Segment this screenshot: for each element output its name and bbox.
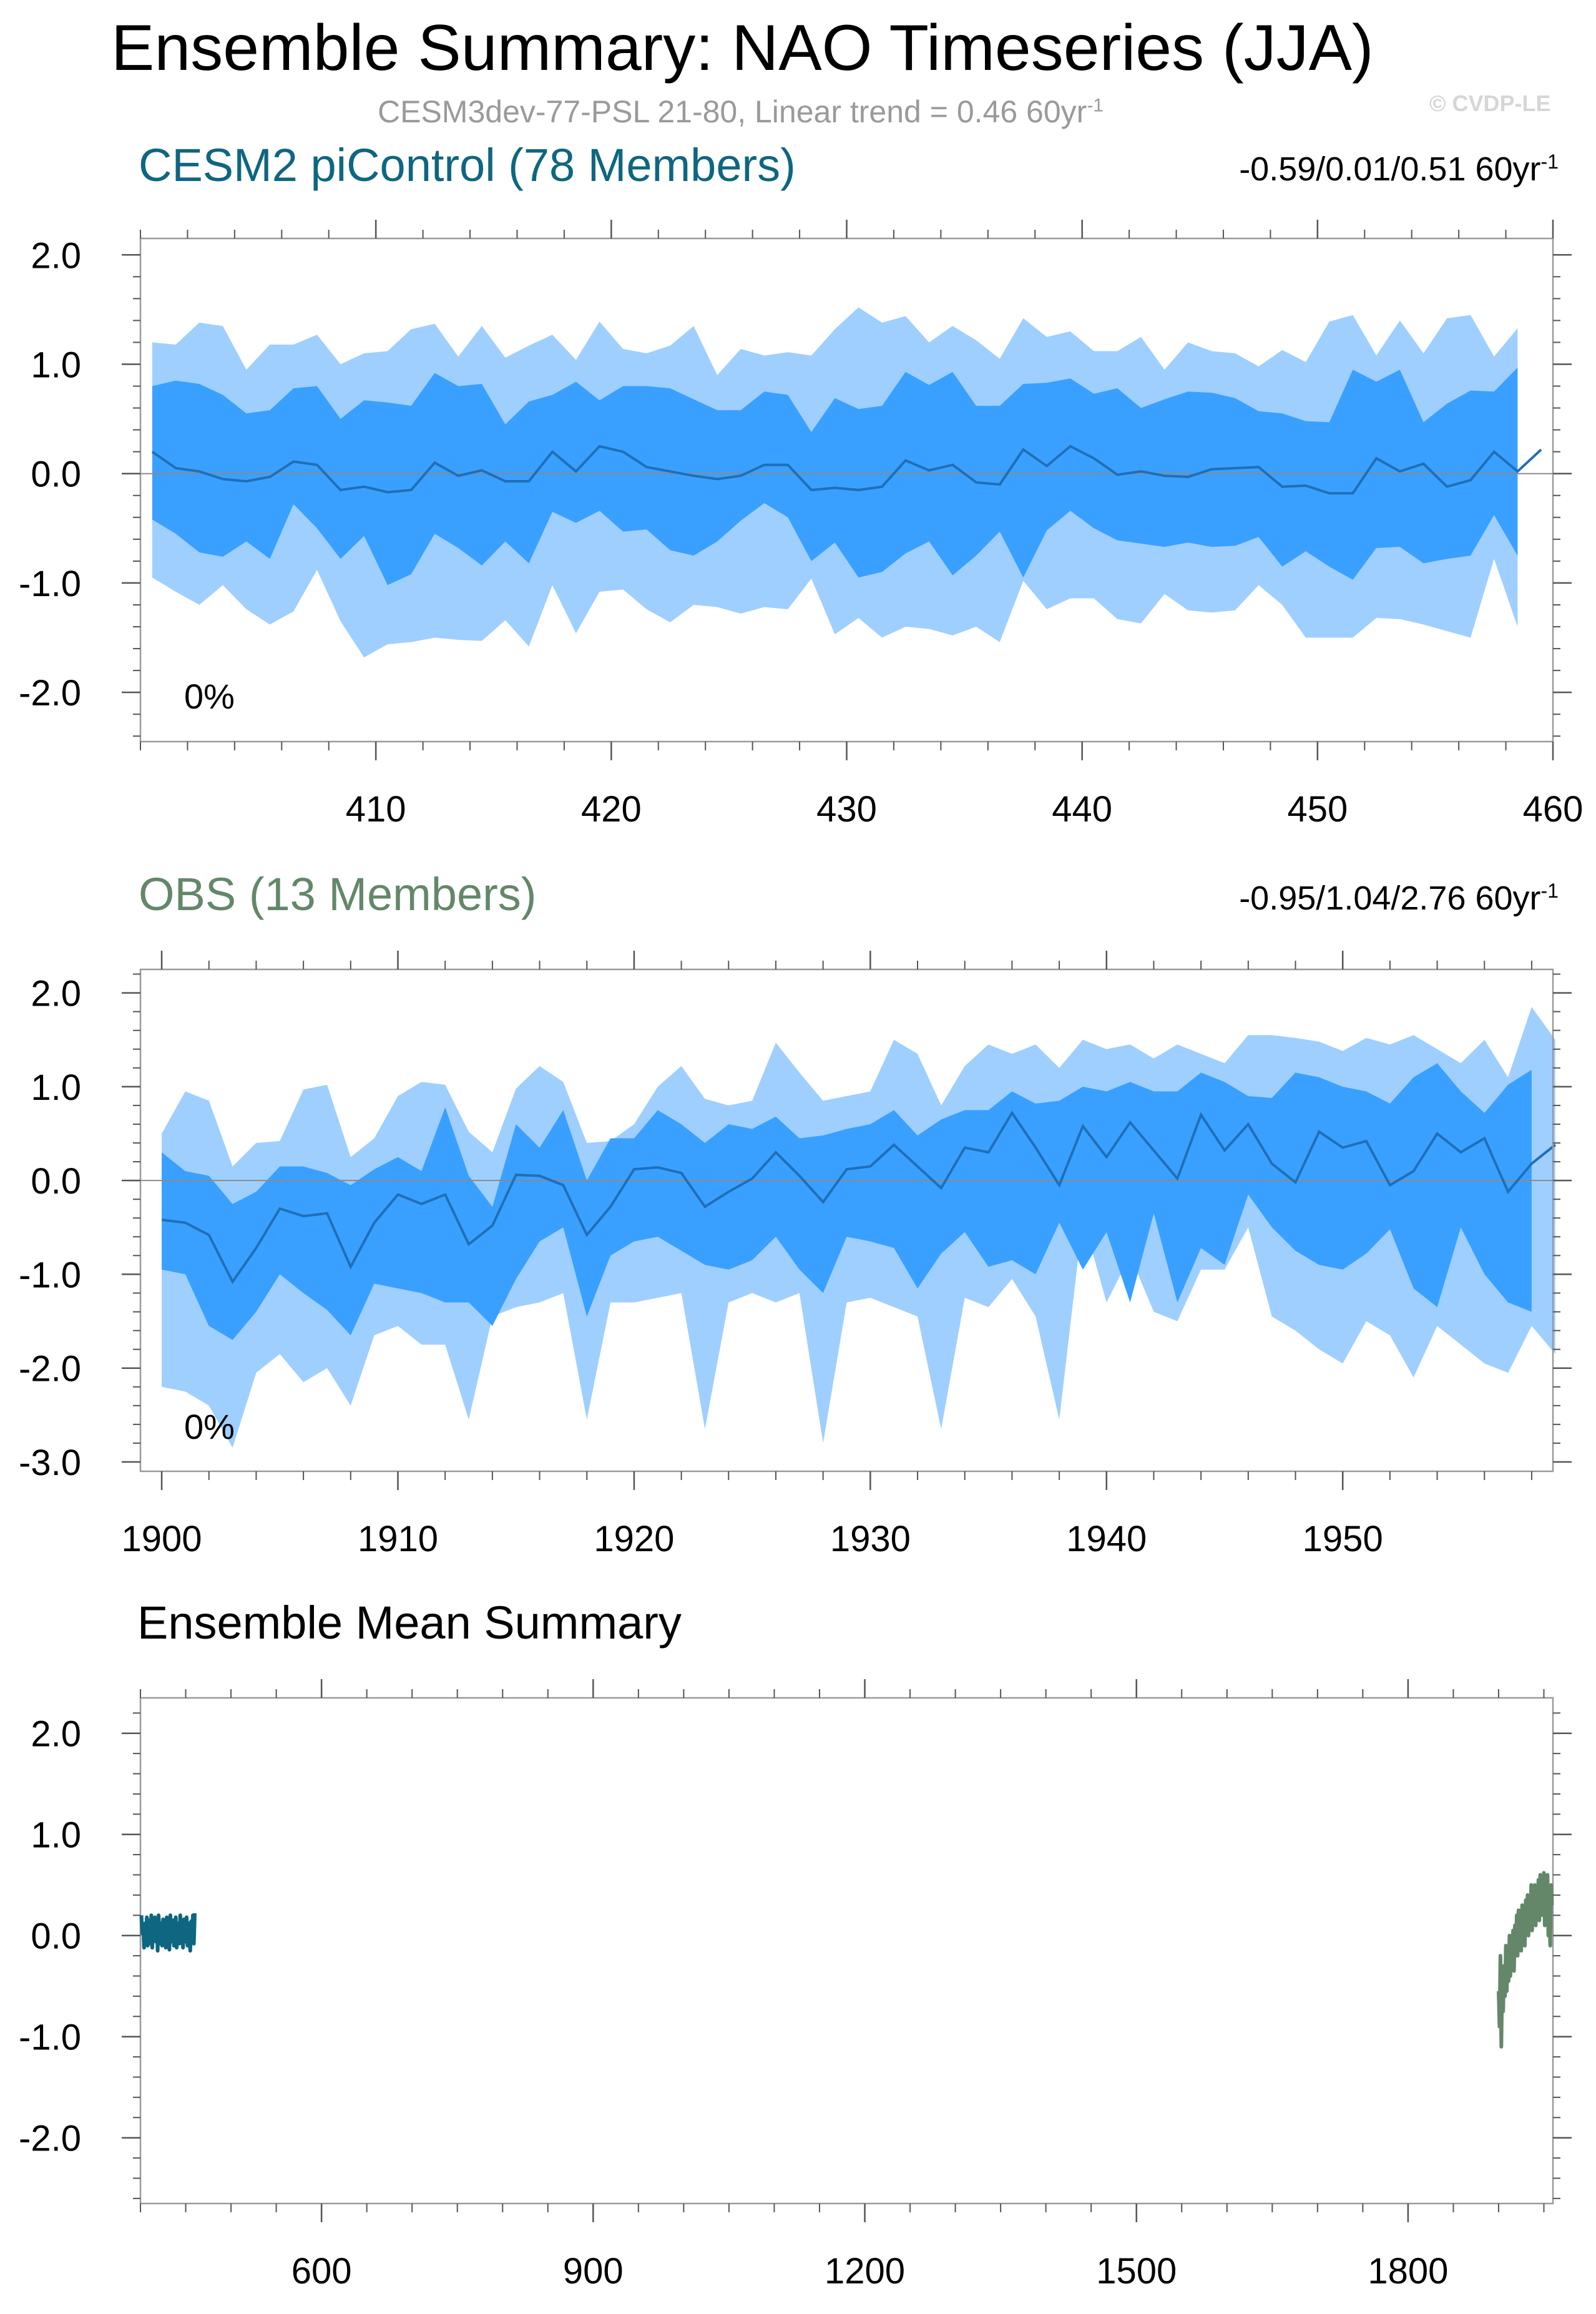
obs-plot-frame (139, 968, 1554, 1473)
obs-band-25-75 (162, 1063, 1532, 1340)
trend-text-obs: -0.95/1.04/2.76 60yr-1 (1239, 879, 1559, 918)
trend-exponent-model: -1 (1540, 150, 1559, 173)
model-x-tick-label: 440 (1052, 789, 1112, 830)
trend-exponent-obs: -1 (1540, 880, 1559, 902)
obs-y-tick-label: -2.0 (19, 1349, 81, 1390)
model-x-tick-label: 430 (816, 789, 877, 830)
panel-title-summary: Ensemble Mean Summary (137, 1597, 682, 1649)
obs-median-line (161, 1110, 1557, 1285)
model-y-tick-label: 1.0 (31, 345, 81, 386)
summary-x-tick-label: 900 (563, 2251, 624, 2292)
subtitle-unit-exponent: -1 (1087, 95, 1104, 116)
model-x-tick-label: 460 (1523, 789, 1584, 830)
obs-x-tick-label: 1900 (122, 1519, 202, 1559)
summary-y-tick-label: 2.0 (31, 1714, 81, 1755)
panel-title-obs: OBS (13 Members) (139, 868, 537, 920)
summary-series-obs (1497, 1871, 1554, 2049)
summary-y-tick-label: 1.0 (31, 1815, 81, 1856)
model-x-tick-label: 450 (1287, 789, 1348, 830)
model-percent-annotation: 0% (184, 677, 235, 716)
obs-y-tick-label: -3.0 (19, 1443, 81, 1483)
summary-x-tick-label: 1500 (1096, 2251, 1177, 2292)
model-band-25-75 (152, 367, 1518, 586)
summary-plot-frame (139, 1697, 1554, 2205)
obs-x-tick-label: 1930 (830, 1519, 911, 1559)
obs-x-tick-label: 1920 (594, 1519, 674, 1559)
summary-y-tick-label: -2.0 (19, 2119, 81, 2159)
trend-value-obs: -0.95/1.04/2.76 60yr (1239, 880, 1541, 917)
trend-text-model: -0.59/0.01/0.51 60yr-1 (1239, 150, 1559, 189)
trend-value-model: -0.59/0.01/0.51 60yr (1239, 150, 1541, 188)
obs-x-tick-label: 1910 (358, 1519, 438, 1559)
summary-x-tick-label: 1200 (825, 2251, 905, 2292)
obs-y-tick-label: 0.0 (31, 1161, 81, 1202)
model-x-tick-label: 420 (581, 789, 642, 830)
model-x-tick-label: 410 (346, 789, 406, 830)
panel-title-model: CESM2 piControl (78 Members) (139, 139, 796, 191)
obs-y-tick-label: -1.0 (19, 1255, 81, 1295)
obs-y-tick-label: 2.0 (31, 974, 81, 1014)
summary-y-tick-label: 0.0 (31, 1916, 81, 1957)
obs-x-tick-label: 1940 (1066, 1519, 1147, 1559)
summary-x-tick-label: 600 (291, 2251, 352, 2292)
model-median-line (151, 444, 1542, 495)
obs-y-tick-label: 1.0 (31, 1067, 81, 1108)
subtitle: CESM3dev-77-PSL 21-80, Linear trend = 0.… (378, 94, 1104, 130)
model-y-tick-label: -1.0 (19, 564, 81, 604)
obs-percent-annotation: 0% (184, 1407, 235, 1446)
summary-x-tick-label: 1800 (1368, 2251, 1448, 2292)
model-y-tick-label: 0.0 (31, 454, 81, 495)
summary-y-tick-label: -1.0 (19, 2017, 81, 2058)
model-y-tick-label: -2.0 (19, 673, 81, 713)
credit-watermark: © CVDP-LE (1429, 91, 1551, 116)
subtitle-text: CESM3dev-77-PSL 21-80, Linear trend = 0.… (378, 94, 1087, 129)
model-y-tick-label: 2.0 (31, 235, 81, 276)
summary-series-model (139, 1913, 197, 1953)
page-title: Ensemble Summary: NAO Timeseries (JJA) (111, 12, 1374, 84)
obs-x-tick-label: 1950 (1303, 1519, 1383, 1559)
